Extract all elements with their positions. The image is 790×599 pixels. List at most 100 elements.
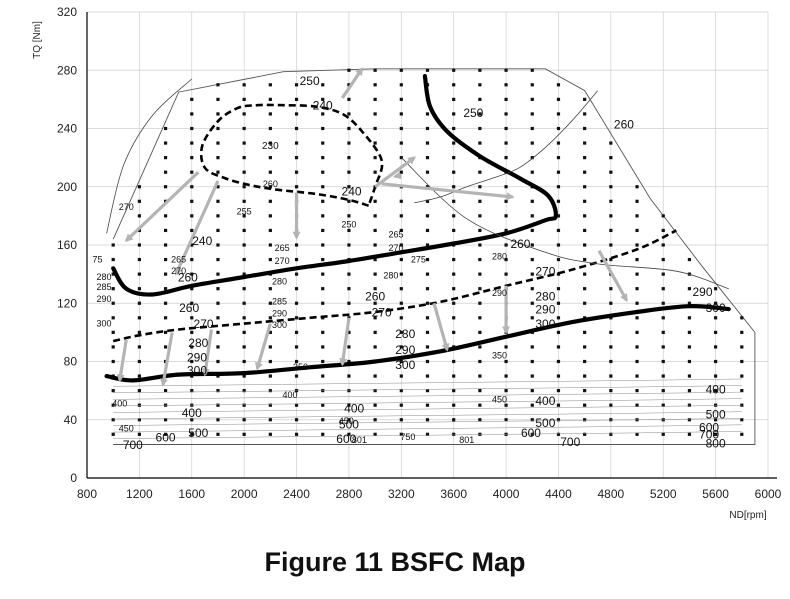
y-tick-label: 240 — [57, 122, 77, 136]
measurement-point — [399, 126, 403, 131]
measurement-point — [609, 330, 613, 334]
measurement-point — [478, 68, 482, 72]
measurement-point — [687, 345, 692, 349]
measurement-point — [321, 141, 325, 145]
measurement-point — [425, 287, 430, 291]
bsfc-map-chart: 2502402402402302502602602602602602552602… — [32, 5, 782, 521]
measurement-point — [583, 359, 587, 364]
measurement-point — [137, 418, 141, 422]
measurement-point — [452, 97, 456, 101]
measurement-point — [294, 287, 299, 291]
measurement-point — [714, 301, 718, 305]
measurement-point — [478, 330, 482, 334]
measurement-point — [268, 330, 272, 334]
measurement-point — [452, 170, 456, 174]
measurement-point — [190, 301, 194, 305]
measurement-point — [583, 432, 587, 436]
measurement-point — [216, 287, 220, 291]
shift-arrow — [116, 339, 128, 383]
measurement-point — [190, 185, 194, 189]
measurement-point — [504, 228, 508, 233]
contour-label: 280 — [188, 336, 208, 350]
measurement-point — [635, 257, 639, 262]
measurement-point — [635, 185, 639, 189]
contour-label: 500 — [706, 407, 726, 421]
contour-label: 250 — [463, 106, 483, 120]
measurement-point — [609, 287, 613, 291]
contour-label: 260 — [365, 289, 385, 303]
measurement-point — [111, 432, 115, 436]
contour-label: 450 — [492, 394, 507, 404]
measurement-point — [242, 156, 246, 160]
contour-label: 280 — [492, 252, 507, 262]
measurement-point — [609, 301, 613, 305]
measurement-point — [530, 126, 534, 131]
measurement-point — [530, 214, 534, 218]
measurement-point — [216, 185, 220, 189]
measurement-point — [321, 112, 325, 116]
measurement-point — [399, 141, 403, 145]
contour-label: 280 — [272, 276, 287, 286]
measurement-point — [190, 228, 194, 233]
measurement-point — [530, 287, 534, 291]
measurement-point — [556, 316, 561, 320]
measurement-point — [478, 432, 482, 436]
measurement-point — [609, 345, 613, 349]
measurement-point — [190, 243, 194, 247]
measurement-point — [452, 68, 456, 72]
measurement-point — [242, 126, 246, 131]
measurement-point — [373, 301, 377, 305]
contour-label: 270 — [372, 305, 392, 319]
contour-label: 270 — [275, 256, 290, 266]
measurement-point — [242, 403, 246, 407]
measurement-point — [163, 185, 168, 189]
measurement-point — [163, 432, 168, 436]
measurement-point — [661, 418, 665, 422]
measurement-point — [268, 185, 272, 189]
contour-label: 500 — [339, 417, 359, 431]
measurement-point — [425, 214, 430, 218]
measurement-point — [583, 374, 587, 378]
measurement-point — [425, 345, 430, 349]
measurement-point — [504, 389, 508, 393]
measurement-point — [504, 257, 508, 262]
measurement-point — [583, 345, 587, 349]
measurement-point — [242, 199, 246, 203]
measurement-point — [714, 389, 718, 393]
measurement-point — [216, 345, 220, 349]
measurement-point — [609, 359, 613, 364]
measurement-point — [635, 301, 639, 305]
measurement-point — [242, 316, 246, 320]
measurement-point — [583, 97, 587, 101]
measurement-point — [583, 403, 587, 407]
measurement-point — [583, 156, 587, 160]
contour-label: 290 — [395, 343, 415, 357]
measurement-point — [399, 112, 403, 116]
measurement-point — [635, 359, 639, 364]
measurement-point — [242, 185, 246, 189]
measurement-point — [268, 170, 272, 174]
contour-label: 285 — [97, 282, 112, 292]
measurement-point — [294, 301, 299, 305]
measurement-point — [111, 389, 115, 393]
measurement-point — [216, 301, 220, 305]
measurement-point — [321, 214, 325, 218]
measurement-point — [216, 243, 220, 247]
measurement-point — [530, 228, 534, 233]
measurement-point — [321, 97, 325, 101]
measurement-point — [347, 287, 351, 291]
measurement-point — [268, 199, 272, 203]
measurement-point — [504, 156, 508, 160]
measurement-point — [661, 389, 665, 393]
measurement-point — [373, 257, 377, 262]
measurement-point — [373, 141, 377, 145]
contour-line — [113, 418, 742, 426]
x-tick-label: 5600 — [702, 487, 729, 501]
contour-label: 600 — [521, 426, 541, 440]
measurement-point — [478, 97, 482, 101]
measurement-point — [530, 243, 534, 247]
measurement-point — [321, 257, 325, 262]
shift-arrow — [124, 171, 200, 243]
measurement-point — [583, 228, 587, 233]
measurement-point — [268, 418, 272, 422]
